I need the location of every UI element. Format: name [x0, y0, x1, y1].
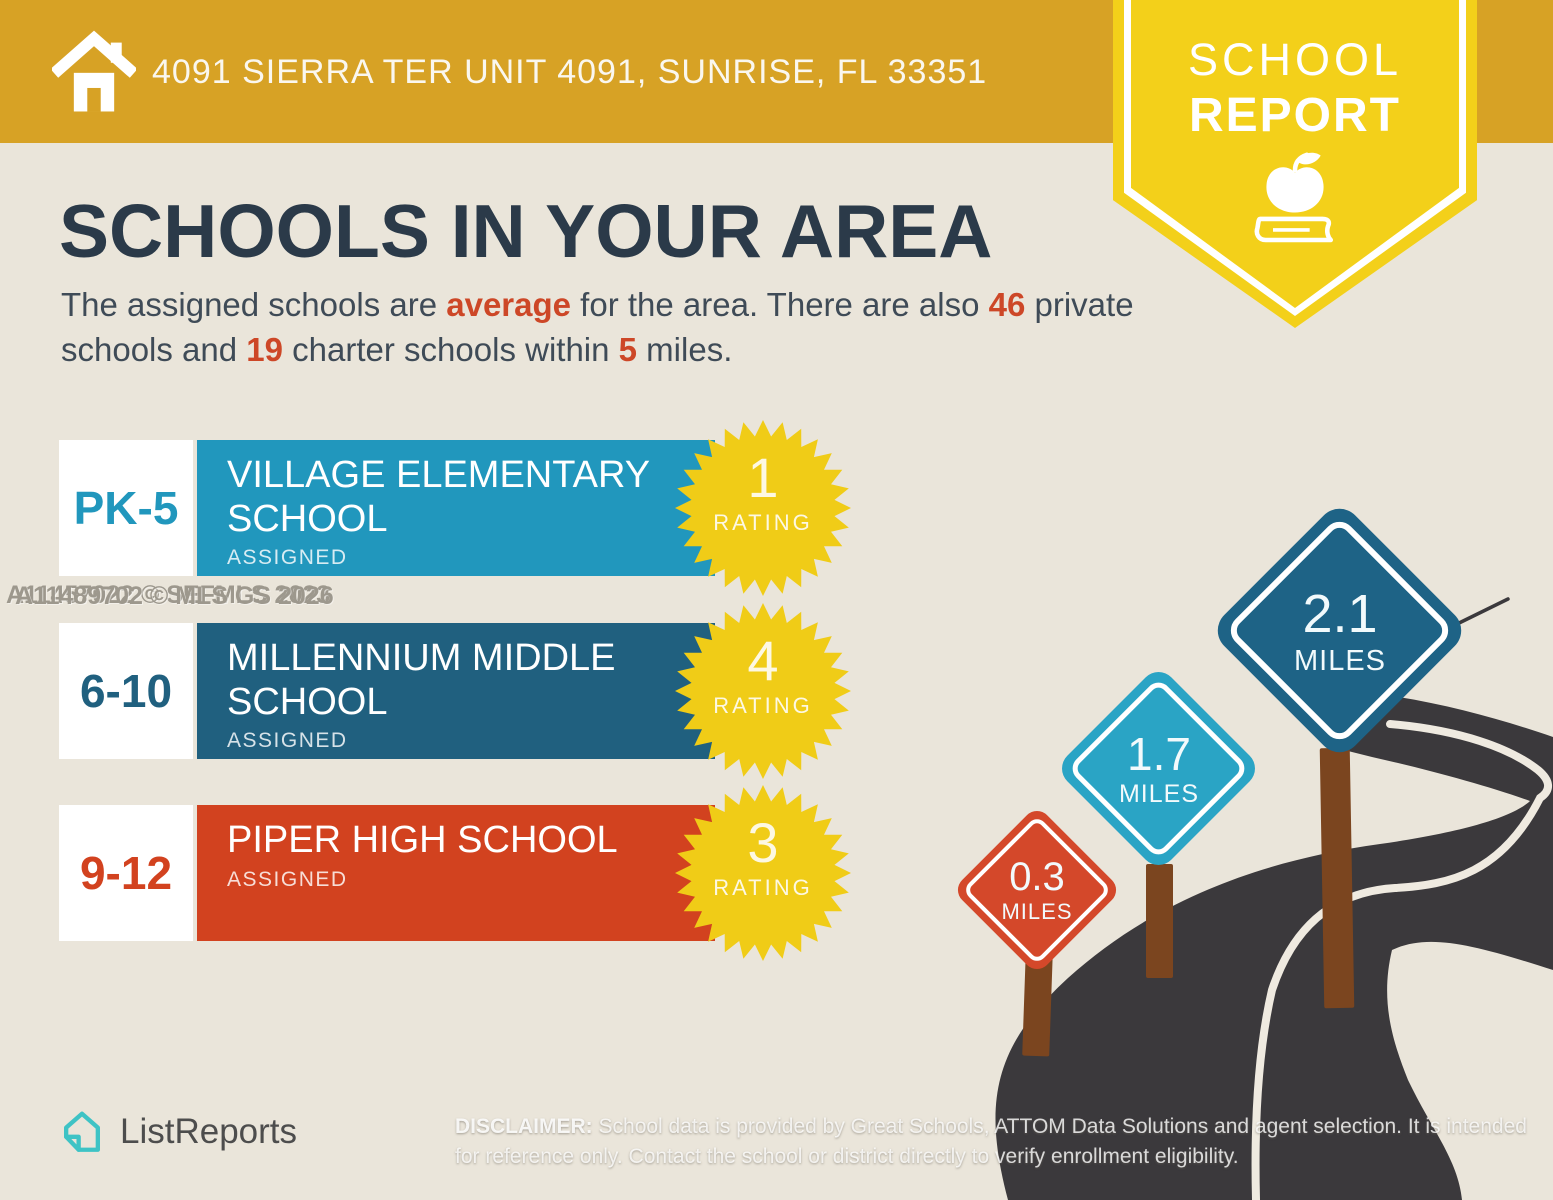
- rating-value: 4: [747, 629, 779, 692]
- starburst-icon: [675, 785, 851, 961]
- grade-range-box: 6-10: [59, 623, 193, 759]
- listreports-logo: ListReports: [58, 1108, 297, 1156]
- distance-sign-0-3-miles: 0.3 MILES: [952, 805, 1122, 975]
- grade-range: 9-12: [79, 847, 173, 899]
- assigned-label: ASSIGNED: [227, 729, 348, 753]
- grade-range: 6-10: [79, 665, 173, 717]
- distance-value: 2.1: [1302, 583, 1378, 644]
- intro-segment: The assigned schools are: [61, 286, 447, 323]
- rating-starburst: 4 RATING: [675, 603, 851, 779]
- charter-school-count: 19: [246, 330, 284, 368]
- page-title: SCHOOLS IN YOUR AREA: [59, 189, 993, 273]
- disclaimer-label: DISCLAIMER:: [455, 1115, 593, 1138]
- school-row-middle: 6-10 MILLENNIUM MIDDLE SCHOOL ASSIGNED 4…: [59, 603, 959, 779]
- intro-segment: private schools and: [61, 286, 1134, 368]
- rating-label: RATING: [713, 875, 813, 900]
- listreports-house-icon: [64, 1111, 100, 1152]
- school-bar: VILLAGE ELEMENTARY SCHOOL ASSIGNED: [197, 440, 715, 576]
- watermark-text-overlay: A11489702 © MLS GS 2026: [15, 582, 334, 610]
- grade-range-box: 9-12: [59, 805, 193, 941]
- intro-text: The assigned schools are average for the…: [61, 283, 1151, 373]
- rating-starburst: 1 RATING: [675, 420, 851, 596]
- school-name: PIPER HIGH SCHOOL: [227, 819, 618, 861]
- sign-post: [1146, 864, 1173, 978]
- rating-starburst: 3 RATING: [675, 785, 851, 961]
- mls-watermark: A11457022 © SEFMLS 2023 A11489702 © MLS …: [6, 581, 426, 613]
- intro-segment: charter schools within: [283, 330, 619, 368]
- school-bar: PIPER HIGH SCHOOL ASSIGNED: [197, 805, 715, 941]
- starburst-icon: [675, 420, 851, 596]
- distance-sign-2-1-miles: 2.1 MILES: [1208, 499, 1471, 762]
- school-list: PK-5 VILLAGE ELEMENTARY SCHOOL ASSIGNED …: [59, 420, 959, 961]
- rating-label: RATING: [713, 693, 813, 718]
- starburst-icon: [675, 603, 851, 779]
- badge-title-line1: SCHOOL: [1187, 34, 1403, 85]
- distance-sign-1-7-miles: 1.7 MILES: [1054, 664, 1263, 873]
- intro-segment: for the area. There are also: [571, 286, 989, 323]
- highlight-average: average: [446, 286, 571, 323]
- badge-title-line2: REPORT: [1188, 89, 1401, 142]
- distance-unit: MILES: [1118, 780, 1200, 808]
- road-lane-line: [1251, 720, 1552, 1200]
- grade-range: PK-5: [73, 482, 179, 534]
- school-name: VILLAGE ELEMENTARY SCHOOL: [227, 454, 650, 540]
- distance-unit: MILES: [1001, 899, 1073, 924]
- school-row-high: 9-12 PIPER HIGH SCHOOL ASSIGNED 3 RATING: [59, 785, 959, 961]
- distance-value: 1.7: [1127, 728, 1191, 780]
- intro-segment: miles.: [637, 330, 733, 368]
- private-school-count: 46: [988, 286, 1026, 323]
- radius-miles: 5: [618, 330, 638, 368]
- school-row-elementary: PK-5 VILLAGE ELEMENTARY SCHOOL ASSIGNED …: [59, 420, 959, 596]
- apple-on-book-icon: [1254, 152, 1334, 243]
- distance-value: 0.3: [1009, 855, 1065, 899]
- rating-label: RATING: [713, 510, 813, 535]
- brand-name: ListReports: [120, 1112, 298, 1151]
- property-address: 4091 SIERRA TER UNIT 4091, SUNRISE, FL 3…: [152, 53, 988, 91]
- sign-post: [1319, 747, 1355, 1009]
- disclaimer-text: DISCLAIMER: School data is provided by G…: [455, 1115, 1527, 1168]
- school-bar: MILLENNIUM MIDDLE SCHOOL ASSIGNED: [197, 623, 715, 759]
- home-icon: [52, 30, 136, 112]
- rating-value: 1: [747, 446, 779, 509]
- road-asphalt: [995, 690, 1553, 1200]
- road-horizon-line: [1453, 597, 1510, 627]
- grade-range-box: PK-5: [59, 440, 193, 576]
- school-name: MILLENNIUM MIDDLE SCHOOL: [227, 637, 616, 723]
- assigned-label: ASSIGNED: [227, 867, 348, 891]
- assigned-label: ASSIGNED: [227, 546, 348, 570]
- rating-value: 3: [747, 811, 779, 874]
- distance-unit: MILES: [1293, 644, 1387, 677]
- watermark-text: A11457022 © SEFMLS 2023: [6, 581, 331, 609]
